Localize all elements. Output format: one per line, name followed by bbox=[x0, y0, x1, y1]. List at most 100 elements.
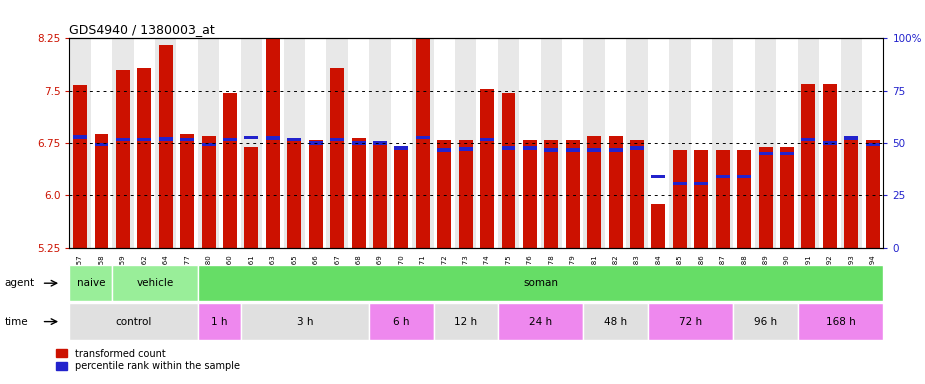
Bar bbox=[501, 146, 515, 150]
Text: 168 h: 168 h bbox=[826, 316, 856, 327]
Bar bbox=[476, 38, 498, 248]
Bar bbox=[669, 38, 691, 248]
Bar bbox=[780, 152, 794, 156]
Bar bbox=[416, 136, 430, 139]
Bar bbox=[841, 38, 862, 248]
Text: 48 h: 48 h bbox=[604, 316, 627, 327]
Bar bbox=[69, 303, 198, 340]
Bar bbox=[159, 45, 173, 248]
Bar bbox=[202, 142, 216, 146]
Bar bbox=[716, 150, 730, 248]
Bar bbox=[584, 303, 647, 340]
Bar bbox=[716, 175, 730, 179]
Bar bbox=[180, 134, 194, 248]
Bar bbox=[480, 137, 494, 141]
Bar bbox=[198, 38, 219, 248]
Bar bbox=[309, 141, 323, 145]
Bar bbox=[609, 148, 623, 152]
Text: GDS4940 / 1380003_at: GDS4940 / 1380003_at bbox=[69, 23, 216, 36]
Text: 6 h: 6 h bbox=[393, 316, 410, 327]
Bar bbox=[866, 142, 880, 146]
Bar bbox=[845, 136, 858, 248]
Bar bbox=[416, 33, 430, 248]
Bar bbox=[138, 68, 152, 248]
Bar bbox=[545, 139, 559, 248]
Bar bbox=[73, 135, 87, 139]
Bar bbox=[369, 38, 390, 248]
Bar bbox=[584, 38, 605, 248]
Bar bbox=[780, 147, 794, 248]
Bar bbox=[498, 303, 584, 340]
Bar bbox=[155, 38, 177, 248]
Bar bbox=[651, 204, 665, 248]
Bar bbox=[434, 38, 455, 248]
Bar bbox=[459, 139, 473, 248]
Bar bbox=[651, 175, 665, 179]
Bar bbox=[866, 139, 880, 248]
Bar bbox=[352, 138, 365, 248]
Bar bbox=[630, 139, 644, 248]
Bar bbox=[737, 150, 751, 248]
Bar bbox=[797, 38, 820, 248]
Bar bbox=[566, 139, 580, 248]
Bar bbox=[672, 150, 687, 248]
Text: naive: naive bbox=[77, 278, 105, 288]
Bar bbox=[648, 38, 669, 248]
Text: control: control bbox=[116, 316, 152, 327]
Bar bbox=[438, 139, 451, 248]
Bar bbox=[712, 38, 734, 248]
Bar bbox=[630, 146, 644, 150]
Bar bbox=[820, 38, 841, 248]
Bar bbox=[116, 70, 130, 248]
Bar bbox=[309, 139, 323, 248]
Bar bbox=[69, 265, 112, 301]
Bar bbox=[545, 148, 559, 152]
Bar bbox=[587, 136, 601, 248]
Bar bbox=[562, 38, 584, 248]
Bar bbox=[609, 136, 623, 248]
Bar bbox=[240, 303, 369, 340]
Bar bbox=[177, 38, 198, 248]
Bar bbox=[394, 147, 408, 248]
Bar bbox=[352, 141, 365, 145]
Bar bbox=[691, 38, 712, 248]
Text: time: time bbox=[5, 316, 29, 327]
Bar bbox=[69, 38, 91, 248]
Text: 24 h: 24 h bbox=[529, 316, 552, 327]
Bar bbox=[823, 141, 837, 145]
Bar bbox=[116, 137, 130, 141]
Bar bbox=[394, 146, 408, 150]
Bar bbox=[455, 38, 476, 248]
Bar bbox=[498, 38, 519, 248]
Bar bbox=[305, 38, 327, 248]
Bar bbox=[801, 137, 815, 141]
Bar bbox=[801, 84, 815, 248]
Bar bbox=[758, 147, 772, 248]
Bar bbox=[348, 38, 369, 248]
Bar bbox=[734, 38, 755, 248]
Text: 12 h: 12 h bbox=[454, 316, 477, 327]
Bar bbox=[223, 137, 237, 141]
Bar bbox=[327, 38, 348, 248]
Bar bbox=[734, 303, 797, 340]
Bar bbox=[202, 136, 216, 248]
Bar bbox=[112, 38, 133, 248]
Bar bbox=[823, 84, 837, 248]
Bar bbox=[244, 147, 258, 248]
Bar bbox=[523, 146, 536, 150]
Bar bbox=[566, 148, 580, 152]
Bar bbox=[373, 141, 387, 145]
Bar bbox=[434, 303, 498, 340]
Text: soman: soman bbox=[524, 278, 558, 288]
Bar bbox=[265, 35, 280, 248]
Bar bbox=[862, 38, 883, 248]
Bar bbox=[159, 137, 173, 141]
Bar bbox=[501, 93, 515, 248]
Bar bbox=[755, 38, 776, 248]
Bar bbox=[390, 38, 413, 248]
Bar bbox=[605, 38, 626, 248]
Bar bbox=[73, 85, 87, 248]
Bar bbox=[133, 38, 155, 248]
Bar bbox=[330, 137, 344, 141]
Bar bbox=[737, 175, 751, 179]
